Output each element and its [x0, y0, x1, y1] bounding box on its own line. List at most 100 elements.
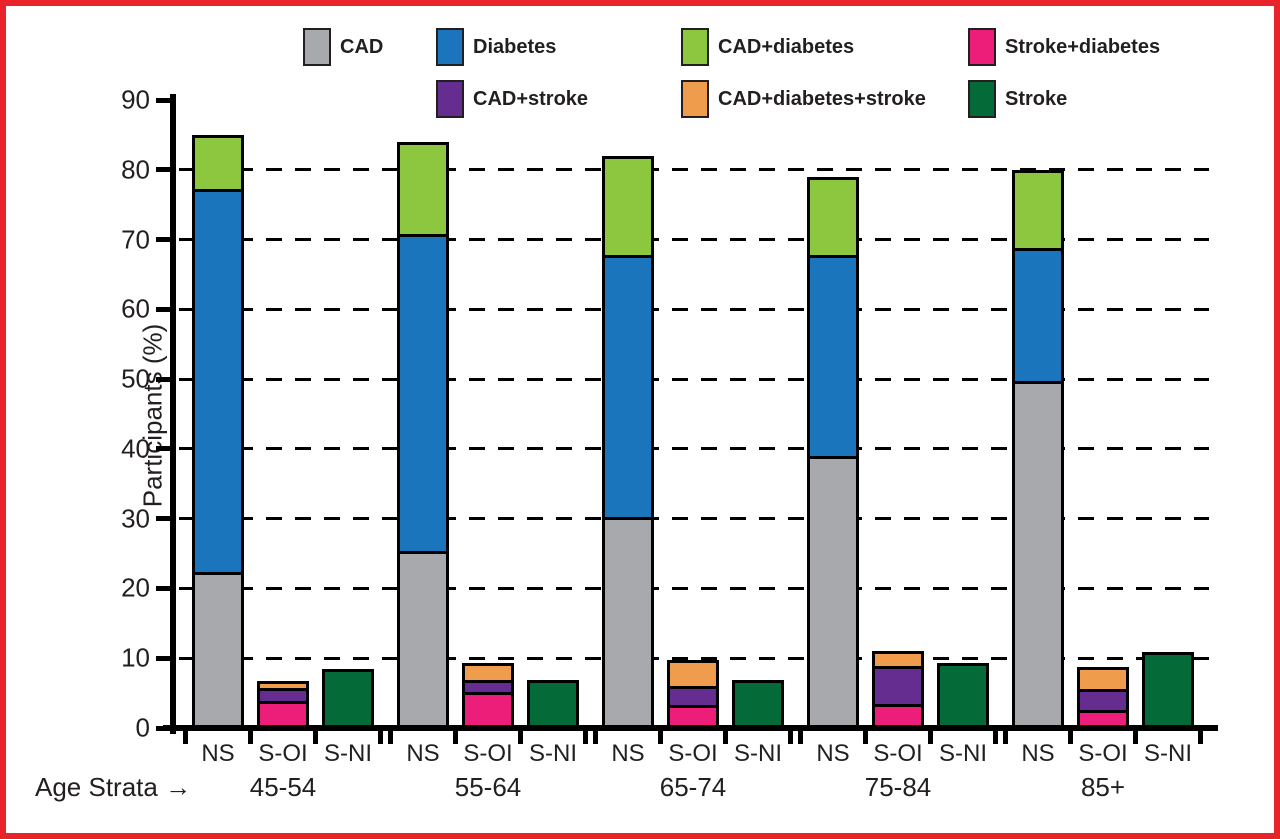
- x-tick-label-ns: NS: [816, 740, 850, 767]
- x-axis-tick: [658, 731, 663, 744]
- x-tick-label-s-ni: S-NI: [324, 740, 372, 767]
- x-tick-label-ns: NS: [201, 740, 235, 767]
- bar-55-64-S-OI: [462, 663, 514, 728]
- y-tick-80: [156, 167, 171, 173]
- legend-swatch-icon: [303, 28, 331, 66]
- bar-segment-stroke-diabetes: [1080, 709, 1126, 725]
- y-tick-label-60: 60: [121, 293, 150, 324]
- legend-swatch-icon: [681, 28, 709, 66]
- x-axis-line: [163, 725, 1218, 731]
- bar-segment-diabetes: [810, 255, 856, 456]
- x-tick-label-s-ni: S-NI: [1144, 740, 1192, 767]
- x-axis-tick: [593, 731, 598, 744]
- legend-label: CAD+diabetes: [718, 35, 855, 58]
- bar-segment-cad: [810, 455, 856, 725]
- y-tick-label-40: 40: [121, 433, 150, 464]
- y-tick-10: [156, 655, 171, 661]
- legend-label: CAD: [340, 35, 384, 58]
- bar-75-84-S-OI: [872, 651, 924, 728]
- bar-75-84-S-NI: [937, 663, 989, 728]
- bar-segment-cad-stroke: [670, 686, 716, 705]
- legend-label: Stroke+diabetes: [1005, 35, 1161, 58]
- gridline-40: [179, 447, 1209, 451]
- age-group-label: 75-84: [864, 772, 932, 802]
- bar-segment-stroke: [940, 666, 986, 725]
- y-tick-90: [156, 97, 171, 103]
- age-group-label: 55-64: [454, 772, 522, 802]
- age-group-label: 85+: [1080, 772, 1126, 802]
- x-axis-tick: [583, 731, 588, 744]
- bar-segment-cad-stroke: [875, 665, 921, 705]
- legend-label: Stroke: [1005, 87, 1068, 110]
- y-tick-20: [156, 585, 171, 591]
- legend-swatch-icon: [436, 28, 464, 66]
- bar-segment-cad-stroke: [1080, 688, 1126, 710]
- y-tick-label-50: 50: [121, 363, 150, 394]
- legend-item-cad: CAD: [303, 28, 383, 66]
- bar-segment-stroke: [735, 683, 781, 725]
- gridline-70: [179, 238, 1209, 242]
- age-group-label: 65-74: [659, 772, 727, 802]
- x-axis-tick: [798, 731, 803, 744]
- legend-swatch-icon: [968, 80, 996, 118]
- bar-segment-stroke-diabetes: [670, 704, 716, 725]
- bar-85+-NS: [1012, 170, 1064, 728]
- plot-area: Participants (%) Age Strata → 0 10 20 30 40 5…: [35, 85, 1218, 802]
- x-tick-label-s-ni: S-NI: [529, 740, 577, 767]
- legend-item-stroke: Stroke: [968, 80, 1067, 118]
- bar-segment-stroke: [530, 683, 576, 725]
- x-axis-tick: [928, 731, 933, 744]
- x-tick-label-s-oi: S-OI: [463, 740, 513, 767]
- bar-55-64-S-NI: [527, 680, 579, 728]
- bar-segment-cad-diabetes-stroke: [260, 684, 306, 689]
- age-strata-label: Age Strata →: [35, 772, 192, 802]
- x-tick-label-s-oi: S-OI: [873, 740, 923, 767]
- bar-segment-stroke-diabetes: [875, 704, 921, 725]
- legend-item-stroke-diabetes: Stroke+diabetes: [968, 28, 1160, 66]
- x-axis-tick: [788, 731, 793, 744]
- legend-swatch-icon: [436, 80, 464, 118]
- x-axis-tick: [993, 731, 998, 744]
- y-tick-label-20: 20: [121, 572, 150, 603]
- y-tick-60: [156, 306, 171, 312]
- bar-segment-diabetes: [1015, 248, 1061, 381]
- bar-65-74-S-OI: [667, 660, 719, 728]
- bar-segment-cad-diabetes-stroke: [465, 666, 511, 681]
- y-tick-0: [156, 725, 171, 731]
- bar-segment-cad-diabetes: [195, 138, 241, 190]
- x-axis-tick: [1198, 731, 1203, 744]
- legend-item-cad-diabetes-stroke: CAD+diabetes+stroke: [681, 80, 926, 118]
- bar-45-54-NS: [192, 135, 244, 728]
- x-tick-label-s-ni: S-NI: [734, 740, 782, 767]
- x-axis-tick: [1133, 731, 1138, 744]
- y-tick-label-90: 90: [121, 84, 150, 115]
- bar-segment-diabetes: [605, 254, 651, 518]
- x-axis-tick: [378, 731, 383, 744]
- bar-segment-cad-stroke: [260, 688, 306, 702]
- bar-85+-S-NI: [1142, 652, 1194, 728]
- x-axis-tick: [388, 731, 393, 744]
- y-tick-50: [156, 376, 171, 382]
- x-axis-tick: [183, 731, 188, 744]
- x-axis-tick: [1068, 731, 1073, 744]
- legend-label: CAD+stroke: [473, 87, 589, 110]
- bar-segment-diabetes: [400, 233, 446, 552]
- bar-segment-cad: [400, 551, 446, 725]
- bar-segment-stroke: [1145, 655, 1191, 725]
- gridline-10: [179, 656, 1209, 660]
- x-axis-tick: [1003, 731, 1008, 744]
- x-tick-label-s-ni: S-NI: [939, 740, 987, 767]
- x-axis-tick: [518, 731, 523, 744]
- legend-item-cad-diabetes: CAD+diabetes: [681, 28, 854, 66]
- age-group-label: 45-54: [249, 772, 317, 802]
- bar-85+-S-OI: [1077, 667, 1129, 728]
- gridline-30: [179, 517, 1209, 521]
- y-axis-line: [170, 94, 176, 734]
- legend-swatch-icon: [968, 28, 996, 66]
- bar-segment-cad-diabetes: [1015, 173, 1061, 249]
- bar-segment-cad-diabetes: [605, 159, 651, 255]
- bar-segment-cad-stroke: [465, 680, 511, 692]
- legend-label: CAD+diabetes+stroke: [718, 87, 926, 110]
- bar-segment-cad-diabetes-stroke: [1080, 670, 1126, 689]
